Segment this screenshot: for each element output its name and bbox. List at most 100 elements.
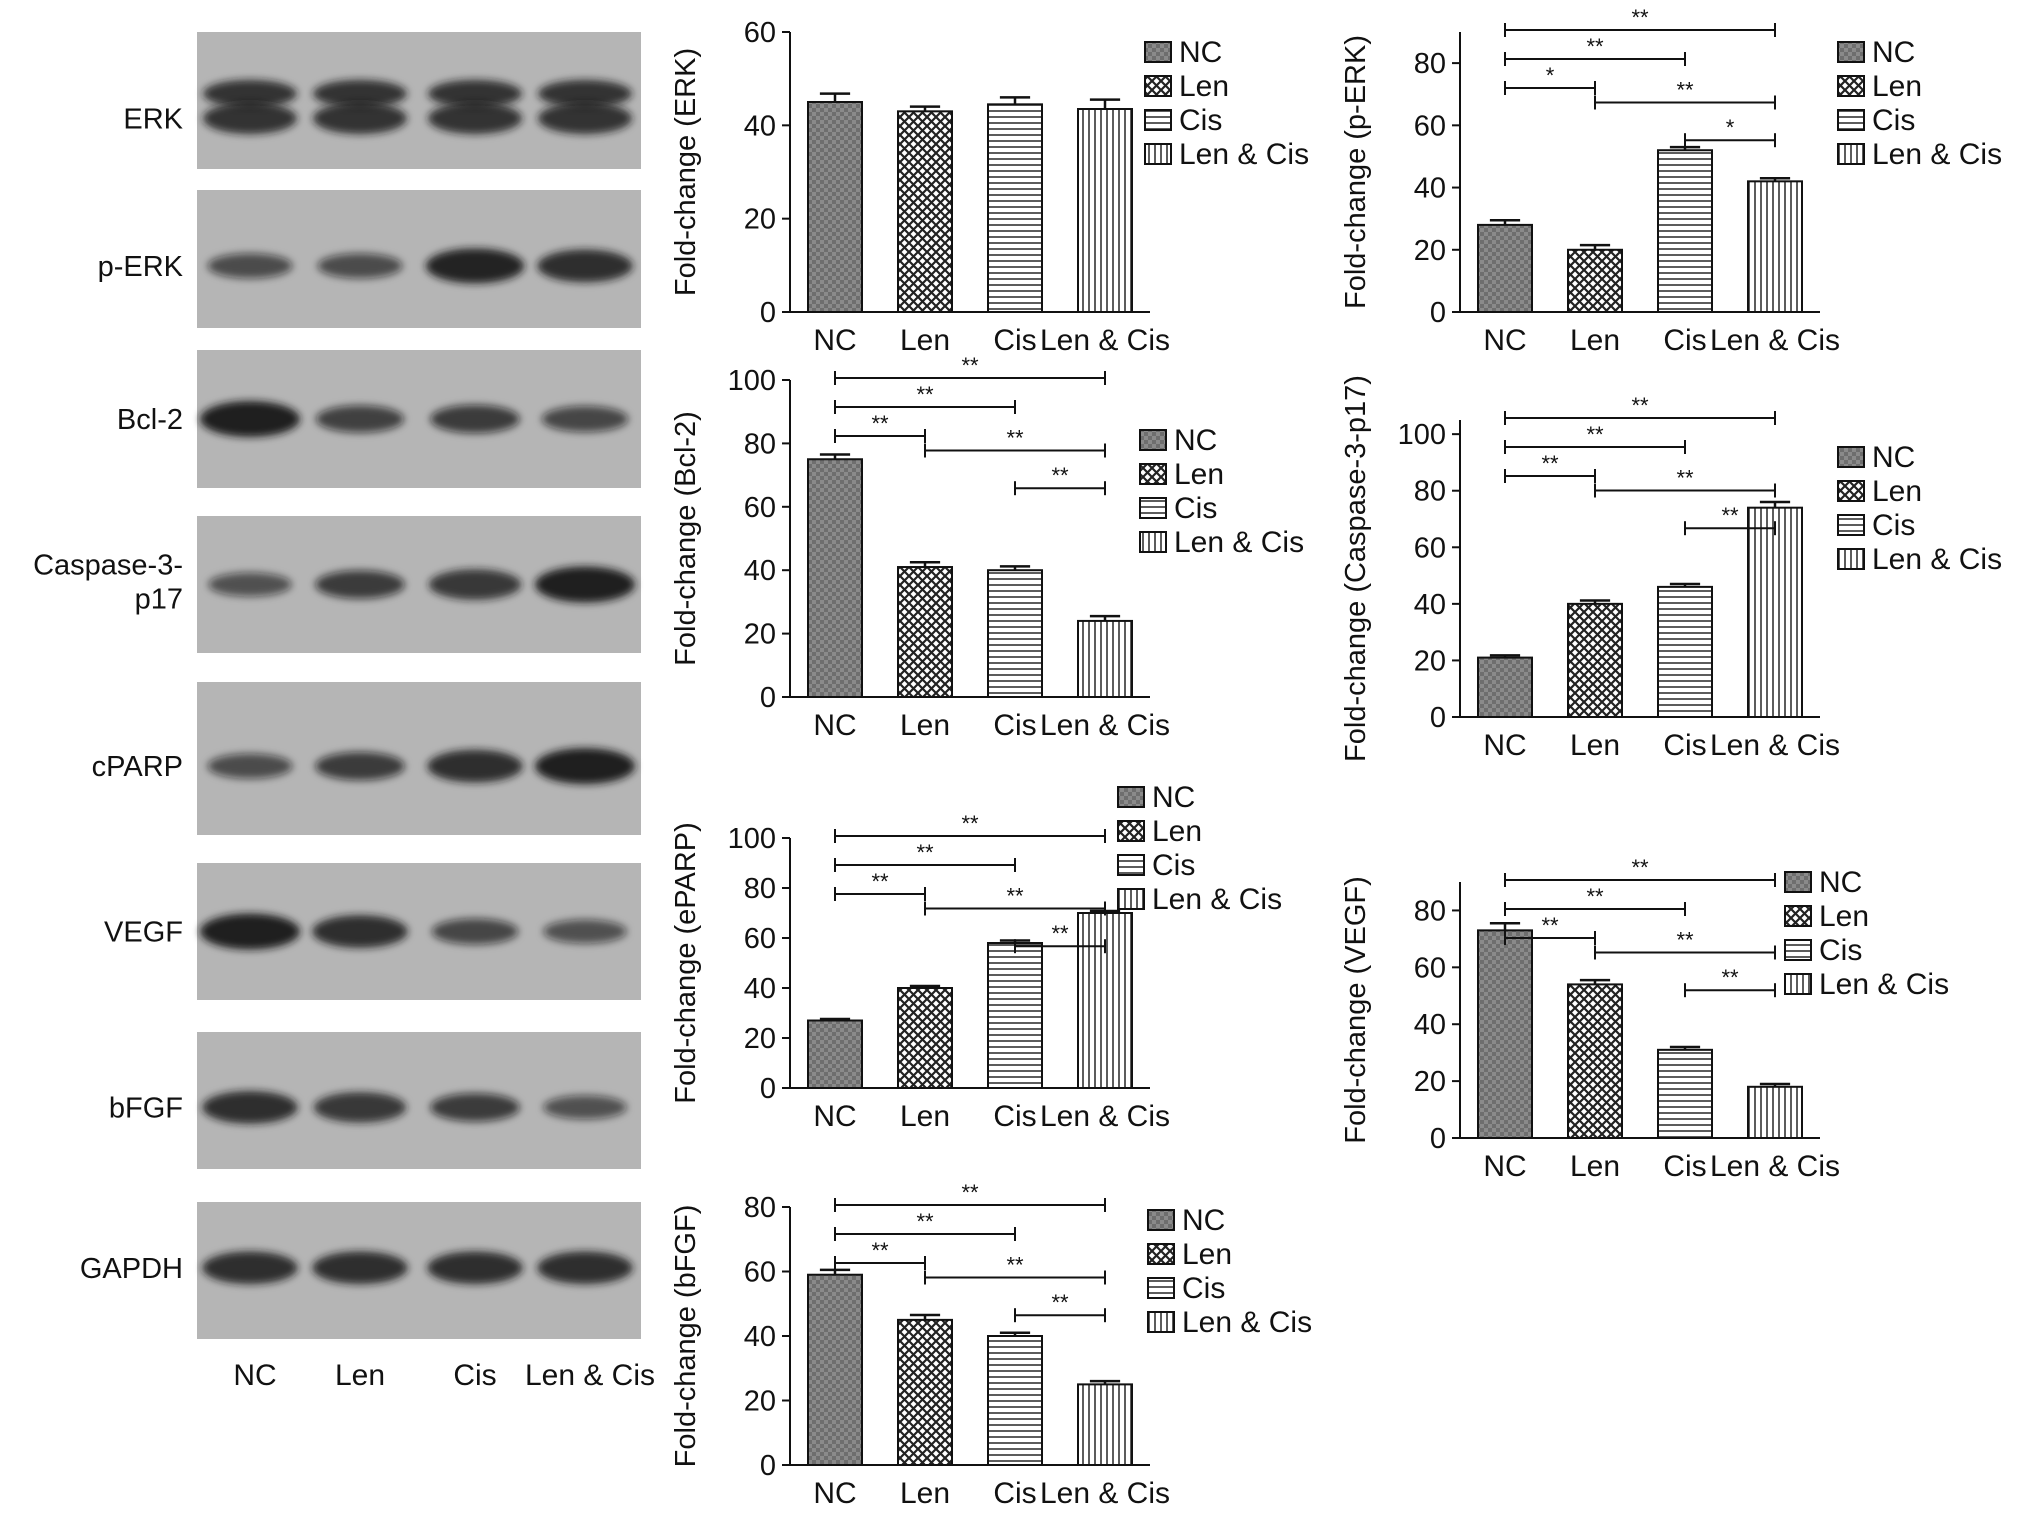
x-tick-label: Len [1570,324,1620,357]
blot-band [208,572,292,597]
blot-band [313,1092,407,1123]
legend-swatch [1144,109,1172,131]
y-tick-label: 20 [744,204,776,236]
chart-3: 0 20 40 60 80 100 Fold-change (Caspase-3-p17) N… [1340,375,2002,762]
bar [807,458,863,698]
bar [897,1318,953,1466]
y-tick-label: 0 [760,297,776,329]
legend-swatch [1837,109,1865,131]
significance-label: ** [871,869,889,894]
legend-label: Len [1152,815,1202,848]
legend-label: Len [1872,475,1922,508]
bar [1477,656,1533,718]
bar [897,566,953,699]
legend-swatch [1784,905,1812,927]
protein-label: VEGF [104,917,183,949]
blot-band [313,102,407,135]
bar [1567,248,1623,313]
significance-label: * [1546,63,1555,88]
blot-band [315,570,405,599]
blot-band [203,102,297,135]
x-tick-label: NC [813,1477,856,1510]
blot-row-5: VEGF [104,863,641,1000]
blot-band [313,79,407,108]
blot-band [207,253,293,279]
x-tick-label: NC [1483,729,1526,762]
x-tick-label: Cis [993,1477,1036,1510]
y-tick-label: 60 [744,923,776,955]
y-tick-label: 0 [1430,702,1446,734]
y-tick-label: 20 [1414,645,1446,677]
bar [1567,983,1623,1140]
blot-band [428,569,522,600]
legend-swatch [1837,446,1865,468]
legend-label: Len [1819,900,1869,933]
legend-label: NC [1182,1204,1225,1237]
lane-label: Len & Cis [525,1359,655,1392]
legend-swatch [1144,75,1172,97]
legend-swatch [1837,548,1865,570]
y-tick-label: 40 [1414,1009,1446,1041]
protein-label: ERK [123,103,183,135]
bar [1077,619,1133,698]
blot-band [537,1251,633,1285]
lane-label: NC [233,1359,276,1392]
y-axis-label: Fold-change (bFGF) [670,1205,702,1468]
blot-band [312,1251,408,1285]
legend-label: NC [1179,36,1222,69]
legend-label: NC [1152,781,1195,814]
y-tick-label: 40 [1414,589,1446,621]
protein-label: GAPDH [80,1253,183,1285]
x-tick-label: NC [1483,1150,1526,1183]
y-tick-label: 60 [1414,110,1446,142]
significance-label: ** [1631,855,1649,880]
y-axis-label: Fold-change (p-ERK) [1340,35,1372,309]
bar [897,987,953,1089]
significance-label: ** [871,1238,889,1263]
x-tick-label: Len [1570,1150,1620,1183]
blot-band [430,404,520,434]
significance-label: ** [916,1209,934,1234]
y-axis-label: Fold-change (VEGF) [1340,876,1372,1144]
blot-band [203,79,297,108]
legend-swatch [1147,1209,1175,1231]
y-tick-label: 60 [1414,532,1446,564]
legend-swatch [1837,514,1865,536]
legend-label: NC [1174,424,1217,457]
blot-band [427,749,523,783]
bar [1077,108,1133,313]
x-tick-label: Cis [1663,1150,1706,1183]
blot-row-3: Caspase-3-p17 [33,516,641,653]
legend-label: Len & Cis [1182,1306,1312,1339]
significance-label: ** [1541,451,1559,476]
x-tick-label: Cis [993,324,1036,357]
significance-label: ** [1541,913,1559,938]
x-tick-label: Len & Cis [1040,1100,1170,1133]
y-tick-label: 40 [744,110,776,142]
legend-label: Len [1179,70,1229,103]
y-tick-label: 60 [744,1257,776,1289]
legend-swatch [1117,888,1145,910]
legend-label: Len & Cis [1174,526,1304,559]
legend-label: NC [1819,866,1862,899]
y-tick-label: 60 [744,17,776,49]
significance-label: ** [961,1180,979,1205]
blot-band [428,102,522,135]
protein-label: p-ERK [98,251,184,283]
y-tick-label: 60 [744,492,776,524]
y-tick-label: 20 [744,619,776,651]
x-tick-label: Cis [993,709,1036,742]
y-axis-label: Fold-change (Bcl-2) [670,411,702,666]
legend-label: Len & Cis [1152,883,1282,916]
y-tick-label: 0 [760,682,776,714]
bar [1747,1085,1803,1140]
x-tick-label: NC [813,324,856,357]
blot-band [317,253,403,279]
significance-label: ** [1006,884,1024,909]
lane-label: Len [335,1359,385,1392]
